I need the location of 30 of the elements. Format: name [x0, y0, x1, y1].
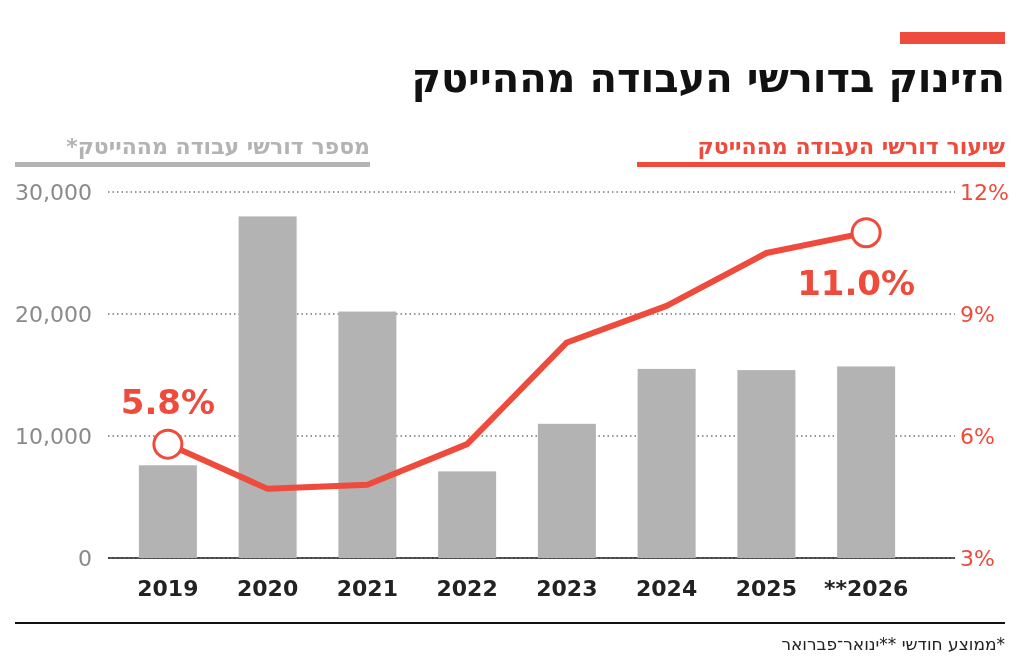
x-tick-label: 2019 [137, 576, 199, 601]
bar [537, 423, 596, 558]
y-tick-label: 10,000 [15, 424, 92, 449]
y2-tick-label: 12% [960, 180, 1009, 205]
y2-tick-label: 3% [960, 546, 995, 571]
x-tick-label: 2022 [436, 576, 498, 601]
x-tick-label: 2024 [636, 576, 698, 601]
legend-item: שיעור דורשי העבודה מההייטק [637, 134, 1005, 167]
data-label: 11.0% [797, 262, 916, 303]
bar [637, 368, 696, 558]
text: *ממוצע חודשי **ינואר־פברואר [781, 634, 1005, 654]
chart-title: הזינוק בדורשי העבודה מההייטק [411, 55, 1005, 102]
x-tick-label: 2025 [735, 576, 797, 601]
y2-tick-label: 9% [960, 302, 995, 327]
y-tick-label: 20,000 [15, 302, 92, 327]
bar [338, 311, 397, 558]
data-label: 5.8% [120, 382, 216, 423]
x-tick-label: **2026 [824, 576, 909, 601]
y-tick-label: 30,000 [15, 180, 92, 205]
y2-tick-label: 6% [960, 424, 995, 449]
y-tick-label: 0 [78, 546, 92, 571]
x-tick-label: 2023 [536, 576, 598, 601]
legend-item: מספר דורשי עבודה מההייטק* [15, 134, 370, 167]
bar [837, 366, 896, 558]
bar [238, 216, 297, 558]
bar [138, 465, 197, 558]
bar [737, 370, 796, 558]
x-tick-label: 2021 [336, 576, 398, 601]
x-tick-label: 2020 [237, 576, 299, 601]
bar [438, 471, 497, 558]
